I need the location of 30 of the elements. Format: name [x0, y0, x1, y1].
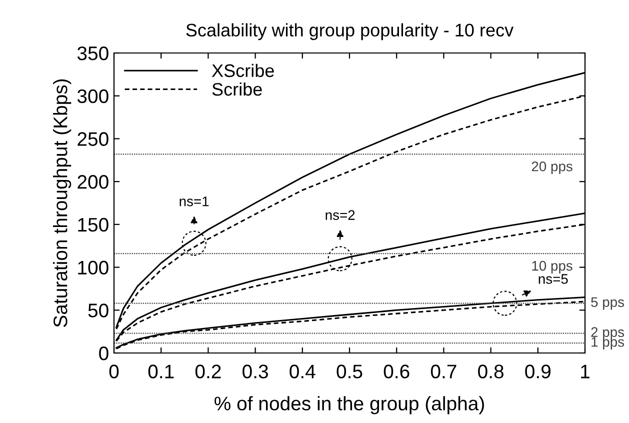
- legend-label: XScribe: [212, 64, 274, 78]
- x-tick-label: 0.4: [290, 364, 316, 378]
- ref-line-label: 10 pps: [532, 260, 572, 274]
- x-tick-label: 0: [109, 364, 119, 378]
- annotation: ns=2: [326, 210, 355, 220]
- x-axis-title: % of nodes in the group (alpha): [214, 396, 484, 414]
- y-tick-label: 100: [78, 260, 108, 275]
- y-tick-label: 150: [78, 218, 108, 232]
- x-tick-label: 0.3: [242, 364, 268, 378]
- y-tick-label: 0: [99, 346, 108, 360]
- x-tick-label: 0.1: [148, 364, 174, 378]
- y-tick-label: 350: [77, 46, 108, 60]
- y-tick-label: 300: [77, 89, 108, 104]
- annotation: ns=5: [538, 274, 568, 284]
- y-tick-label: 50: [88, 304, 108, 318]
- x-tick-label: 0.9: [525, 364, 550, 378]
- ref-line-label: 5 pps: [591, 297, 624, 310]
- x-tick-label: 0.2: [195, 364, 221, 378]
- x-tick-label: 0.7: [430, 364, 456, 378]
- ref-line-label: 20 pps: [532, 161, 572, 174]
- y-tick-label: 200: [78, 175, 108, 189]
- x-tick-label: 0.8: [478, 364, 504, 378]
- chart-title: Scalability with group popularity - 10 recv: [186, 23, 514, 40]
- y-tick-label: 250: [78, 132, 108, 146]
- y-axis-title: Saturation throughput (Kbps): [53, 79, 72, 327]
- x-tick-label: 0.5: [336, 364, 362, 378]
- x-tick-label: 0.6: [384, 364, 410, 378]
- x-tick-label: 1: [581, 364, 590, 378]
- legend-label: Scribe: [212, 82, 262, 96]
- annotation: ns=1: [180, 196, 209, 206]
